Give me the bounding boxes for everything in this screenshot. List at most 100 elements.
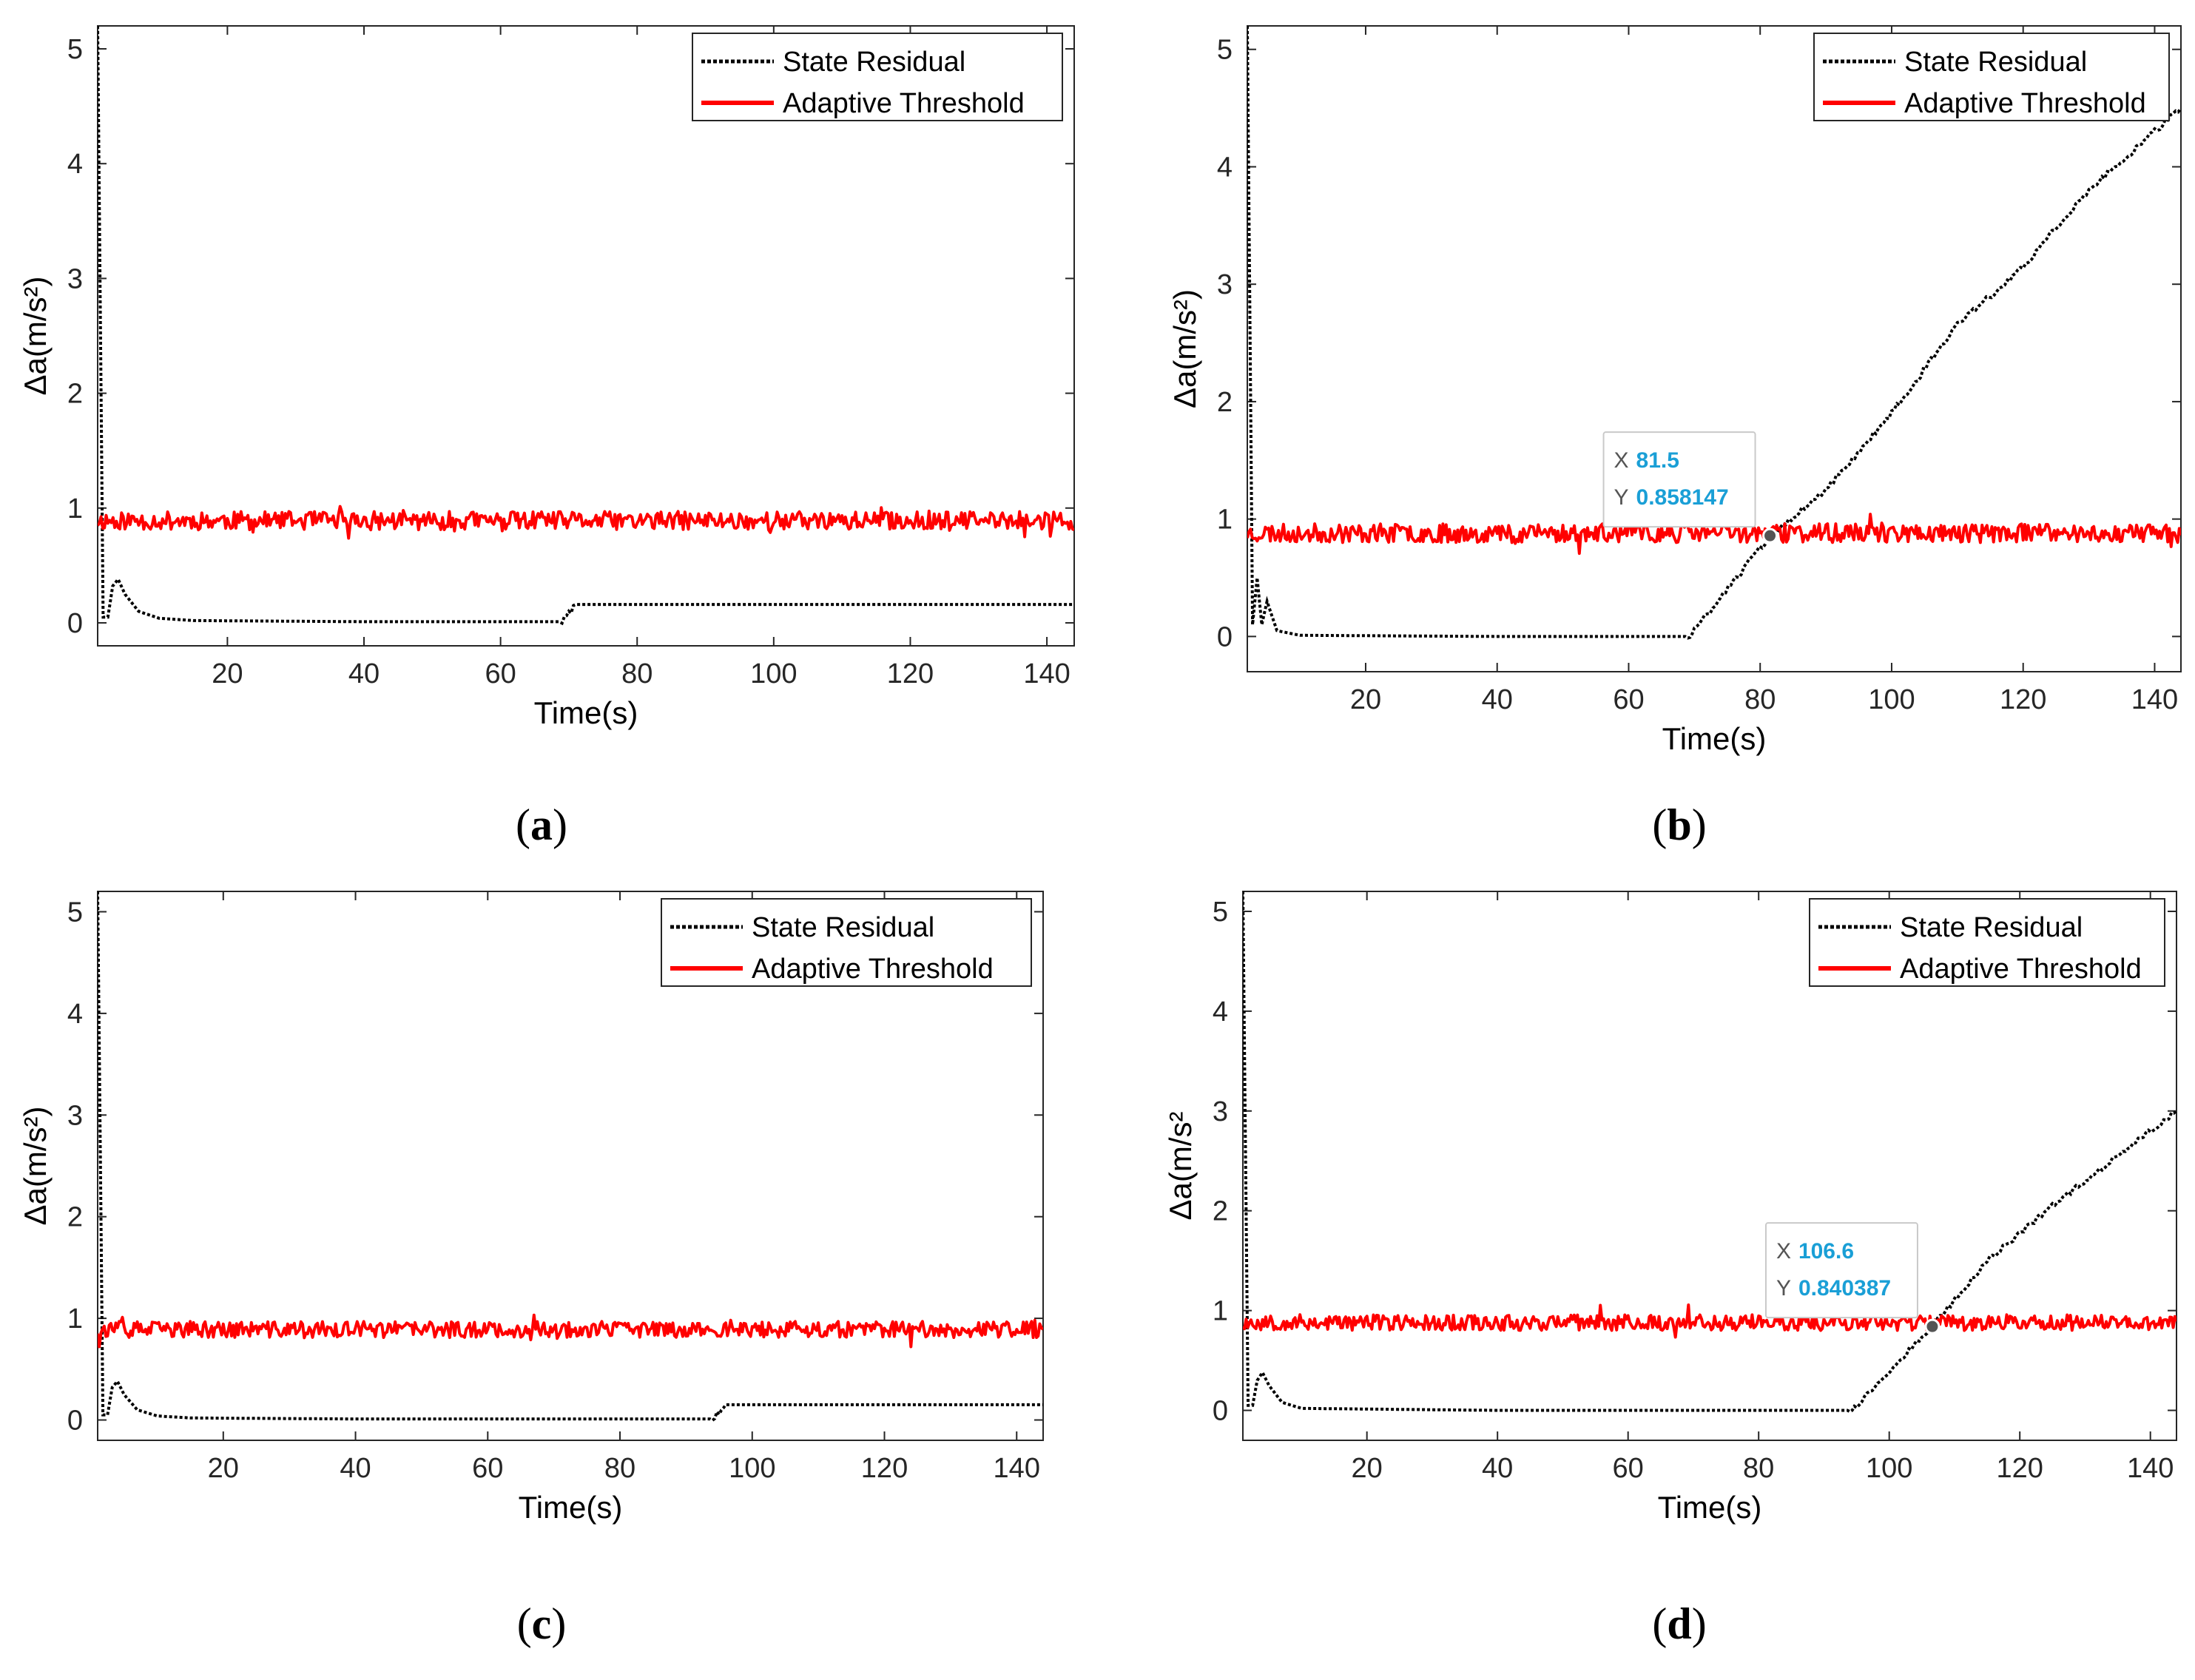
y-tick-label: 2 (67, 379, 83, 410)
chart-panel-d: 20 40 60 80 100 120 140 0 1 2 3 4 5 Time(s) Δa(m/s² Sta… (1163, 891, 2177, 1648)
series-line-state-residual (1243, 891, 2177, 1414)
legend-box (692, 33, 1063, 121)
y-axis-label: Δa(m/s² (1163, 1111, 1198, 1220)
data-tip-y-value: 0.840387 (1798, 1276, 1891, 1301)
y-tick-label: 5 (1217, 35, 1233, 66)
legend-entry: State Residual (1900, 912, 2083, 943)
legend-entry: State Residual (1904, 47, 2087, 78)
y-tick-label: 0 (67, 608, 83, 639)
y-tick-label: 1 (67, 493, 83, 524)
y-tick-label: 5 (1213, 897, 1228, 928)
data-tip-y-value: 0.858147 (1636, 485, 1729, 510)
axes-box (1247, 25, 2182, 672)
x-axis-label: Time(s) (519, 1490, 623, 1525)
series-line-state-residual (1247, 26, 2181, 640)
data-tip-x-label: X (1776, 1239, 1791, 1264)
y-tick-label: 3 (1213, 1096, 1228, 1127)
x-tick-label: 40 (340, 1453, 371, 1484)
data-tip-marker (1762, 527, 1778, 544)
y-tick-label: 2 (1213, 1196, 1228, 1227)
legend-entry: State Residual (783, 47, 965, 78)
legend-entry: Adaptive Threshold (1904, 88, 2146, 119)
y-tick-label: 0 (67, 1406, 83, 1437)
panel-caption: (c) (517, 1599, 567, 1648)
chart-panel-a: 20 40 60 80 100 120 140 0 1 2 3 4 5 Time(s) Δa(m/s²) St… (18, 25, 1075, 849)
x-axis-label: Time(s) (1658, 1490, 1762, 1525)
x-tick-label: 40 (348, 658, 380, 689)
y-tick-label: 4 (1217, 152, 1233, 183)
legend: State Residual Adaptive Threshold (1809, 898, 2165, 987)
series-line-adaptive-threshold (98, 505, 1074, 540)
x-tick-label: 60 (1613, 1453, 1644, 1484)
x-tick-label: 140 (994, 1453, 1040, 1484)
data-tip-x-label: X (1614, 448, 1629, 473)
plot-area (1247, 26, 2181, 640)
chart-panel-b: 20 40 60 80 100 120 140 0 1 2 3 4 5 Time(s) Δa(m/s²) St… (1167, 25, 2182, 849)
legend-entry: Adaptive Threshold (1900, 954, 2142, 985)
x-tick-label: 80 (621, 658, 653, 689)
panel-caption-letter: d (1667, 1599, 1691, 1648)
y-tick-label: 0 (1213, 1396, 1228, 1427)
legend-box (1809, 898, 2165, 987)
data-tip: X 81.5 Y 0.858147 (1602, 431, 1778, 544)
x-tick-label: 20 (1352, 1453, 1383, 1484)
y-tick-label: 1 (1217, 505, 1233, 536)
series-line-state-residual (98, 26, 1074, 626)
plot-area (98, 891, 1043, 1423)
axes-box (1242, 891, 2177, 1441)
data-tip: X 106.6 Y 0.840387 (1764, 1222, 1941, 1335)
y-tick-label: 4 (67, 999, 83, 1030)
x-tick-label: 80 (604, 1453, 635, 1484)
y-tick-label: 1 (1213, 1296, 1228, 1327)
y-tick-label: 5 (67, 897, 83, 928)
series-line-adaptive-threshold (1247, 513, 2181, 556)
x-tick-label: 60 (1613, 684, 1644, 715)
y-tick-label: 3 (67, 263, 83, 294)
x-tick-label: 20 (208, 1453, 239, 1484)
panel-caption-letter: a (530, 800, 553, 849)
axes-box (97, 891, 1044, 1441)
plot-area (98, 26, 1074, 626)
data-tip-box (1602, 431, 1756, 528)
y-tick-label: 3 (67, 1100, 83, 1131)
data-tip-y-label: Y (1776, 1276, 1791, 1301)
y-tick-label: 5 (67, 34, 83, 65)
legend-box (661, 898, 1032, 987)
legend-box (1813, 33, 2170, 121)
x-tick-label: 120 (887, 658, 934, 689)
x-tick-label: 140 (1023, 658, 1070, 689)
series-line-adaptive-threshold (98, 1313, 1043, 1349)
x-tick-label: 40 (1482, 1453, 1513, 1484)
x-axis-label: Time(s) (534, 695, 638, 730)
data-tip-x-value: 106.6 (1798, 1239, 1854, 1264)
legend-entry: Adaptive Threshold (783, 88, 1025, 119)
series-line-adaptive-threshold (1243, 1303, 2177, 1339)
data-tip-y-label: Y (1614, 485, 1629, 510)
y-tick-label: 2 (1217, 387, 1233, 418)
legend: State Residual Adaptive Threshold (661, 898, 1032, 987)
x-tick-label: 40 (1482, 684, 1513, 715)
x-tick-label: 100 (1868, 684, 1915, 715)
x-tick-label: 100 (750, 658, 797, 689)
x-tick-label: 20 (212, 658, 243, 689)
legend: State Residual Adaptive Threshold (692, 33, 1063, 121)
y-axis-label: Δa(m/s²) (1167, 289, 1202, 408)
x-tick-label: 100 (729, 1453, 775, 1484)
x-tick-label: 60 (472, 1453, 503, 1484)
panel-caption: (a) (516, 800, 567, 849)
y-tick-label: 0 (1217, 621, 1233, 652)
panel-caption-letter: b (1667, 800, 1691, 849)
y-tick-label: 4 (1213, 996, 1228, 1028)
data-tip-x-value: 81.5 (1636, 448, 1679, 473)
x-axis-label: Time(s) (1662, 721, 1767, 756)
panel-caption: (d) (1652, 1599, 1706, 1648)
data-tip-box (1764, 1222, 1918, 1319)
x-tick-label: 120 (1996, 1453, 2043, 1484)
x-tick-label: 120 (861, 1453, 908, 1484)
y-tick-label: 1 (67, 1303, 83, 1335)
chart-panel-c: 20 40 60 80 100 120 140 0 1 2 3 4 5 Time(s) Δa(m/s²) St… (18, 891, 1044, 1648)
legend-entry: Adaptive Threshold (752, 954, 994, 985)
x-tick-label: 80 (1744, 684, 1776, 715)
y-tick-label: 2 (67, 1202, 83, 1233)
y-tick-label: 4 (67, 149, 83, 180)
